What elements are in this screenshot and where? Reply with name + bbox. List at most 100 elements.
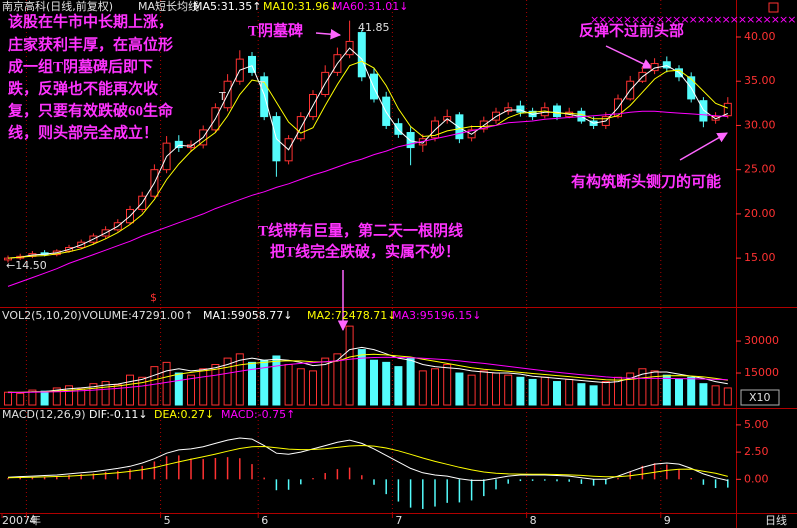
ma-line (7, 60, 728, 259)
volume-bar (370, 359, 378, 406)
x-tick-label: 2007年 (2, 513, 41, 527)
ma-line (7, 356, 728, 394)
volume-bar (150, 366, 159, 406)
volume-bar (479, 370, 488, 406)
volume-bar (418, 370, 427, 406)
y-tick-label: 2.50 (744, 445, 769, 458)
candle-body (723, 102, 732, 117)
x-tick-label: 8 (530, 514, 537, 527)
legend-entry: MA3:95196.15↓ (392, 309, 481, 322)
annotation: $ (150, 291, 157, 304)
volume-bar (4, 391, 12, 406)
volume-bar (101, 381, 110, 406)
volume-bar (601, 381, 610, 406)
annotation: 该股在牛市中长期上涨， (8, 12, 173, 30)
volume-bar (516, 376, 525, 406)
volume-bar (638, 368, 647, 406)
annotation: 有构筑断头铡刀的可能 (571, 172, 721, 190)
macd-label: MACD:-0.75↑ (221, 408, 295, 421)
y-tick-label: 15.00 (744, 251, 776, 264)
y-tick-label: 0.00 (744, 472, 769, 485)
legend-entry: DEA:0.27↓ (154, 408, 214, 421)
volume-bar (126, 374, 134, 406)
annotation: 线，则头部完全成立！ (8, 123, 158, 141)
candle-body (553, 105, 561, 118)
y-tick-label: 30000 (744, 334, 779, 347)
candle-body (455, 114, 464, 140)
volume-bar (187, 374, 195, 406)
volume-bar (162, 361, 171, 406)
candle-body (357, 32, 366, 78)
volume-bar (199, 368, 208, 406)
volume-bar (431, 368, 439, 406)
annotation: 把T线完全跌破，实属不妙！ (270, 242, 460, 260)
volume-bar (577, 383, 586, 406)
volume-bar (723, 387, 732, 406)
x-tick-label: 5 (164, 514, 171, 527)
ma-line (7, 444, 728, 479)
arrows (315, 28, 728, 332)
chart-title: 南京高科(日线,前复权) (2, 0, 113, 13)
chart-title: VOL2(5,10,20) (2, 309, 82, 322)
x-tick-label: 4 (29, 514, 36, 527)
annotation: 41.85 (358, 21, 390, 34)
volume-bar (492, 372, 500, 406)
y-tick-label: 5.00 (744, 418, 769, 431)
candle-body (662, 61, 671, 69)
volume-bar (687, 376, 696, 406)
candle-body (174, 140, 183, 149)
volume-bar (345, 325, 354, 406)
x-tick-label: 9 (664, 514, 671, 527)
volume-bar (455, 372, 464, 406)
volume-bar (540, 376, 549, 406)
unit-box (740, 389, 780, 406)
volume-bar (138, 376, 147, 406)
ma-line (8, 353, 728, 393)
candle-body (516, 105, 525, 113)
ma-line (7, 346, 728, 394)
candle-body (406, 132, 415, 149)
period-label: 日线 (765, 513, 787, 527)
arrow (679, 132, 728, 161)
candle-body (699, 100, 708, 122)
annotation: T (218, 90, 226, 103)
candle-body (394, 123, 403, 135)
volume-bar (174, 372, 183, 406)
volume-bar (235, 353, 244, 406)
volume-bar (211, 364, 220, 406)
volume-bar (248, 361, 256, 406)
candle-body (4, 257, 12, 261)
volume-bar (16, 392, 25, 406)
y-tick-label: 15000 (744, 366, 779, 379)
volume-bar (65, 385, 73, 406)
volume-bar (309, 370, 317, 406)
annotation: 庄家获利丰厚，在高位形 (8, 35, 173, 53)
volume-bar (504, 374, 513, 406)
y-tick-label: 25.00 (744, 163, 776, 176)
window-icon[interactable] (768, 2, 779, 13)
legend-entry: MA10:31.96↓ (263, 0, 338, 13)
volume-bar (89, 383, 98, 406)
legend-entry: MA1:59058.77↓ (203, 309, 292, 322)
volume-bar (52, 387, 61, 406)
x-tick-label: 6 (261, 514, 268, 527)
marker-row: ×××××××××××××××××××××××××××××××××××× (590, 13, 797, 26)
volume-bar (40, 390, 49, 406)
volume-bar (406, 357, 415, 406)
volume-bar (284, 364, 293, 406)
chart-subtitle: MA短长均线 (138, 0, 199, 13)
volume-bar (528, 378, 537, 406)
ma-line (7, 47, 728, 259)
volume-bar (711, 385, 720, 406)
volume-label: VOLUME:47291.00↑ (82, 309, 193, 322)
volume-bar (565, 378, 574, 406)
volume-bar (223, 357, 232, 406)
annotation: 复，只要有效跌破60生命 (7, 101, 174, 119)
volume-bar (443, 364, 452, 406)
y-tick-label: 40.00 (744, 30, 776, 43)
candle-body (248, 55, 256, 73)
